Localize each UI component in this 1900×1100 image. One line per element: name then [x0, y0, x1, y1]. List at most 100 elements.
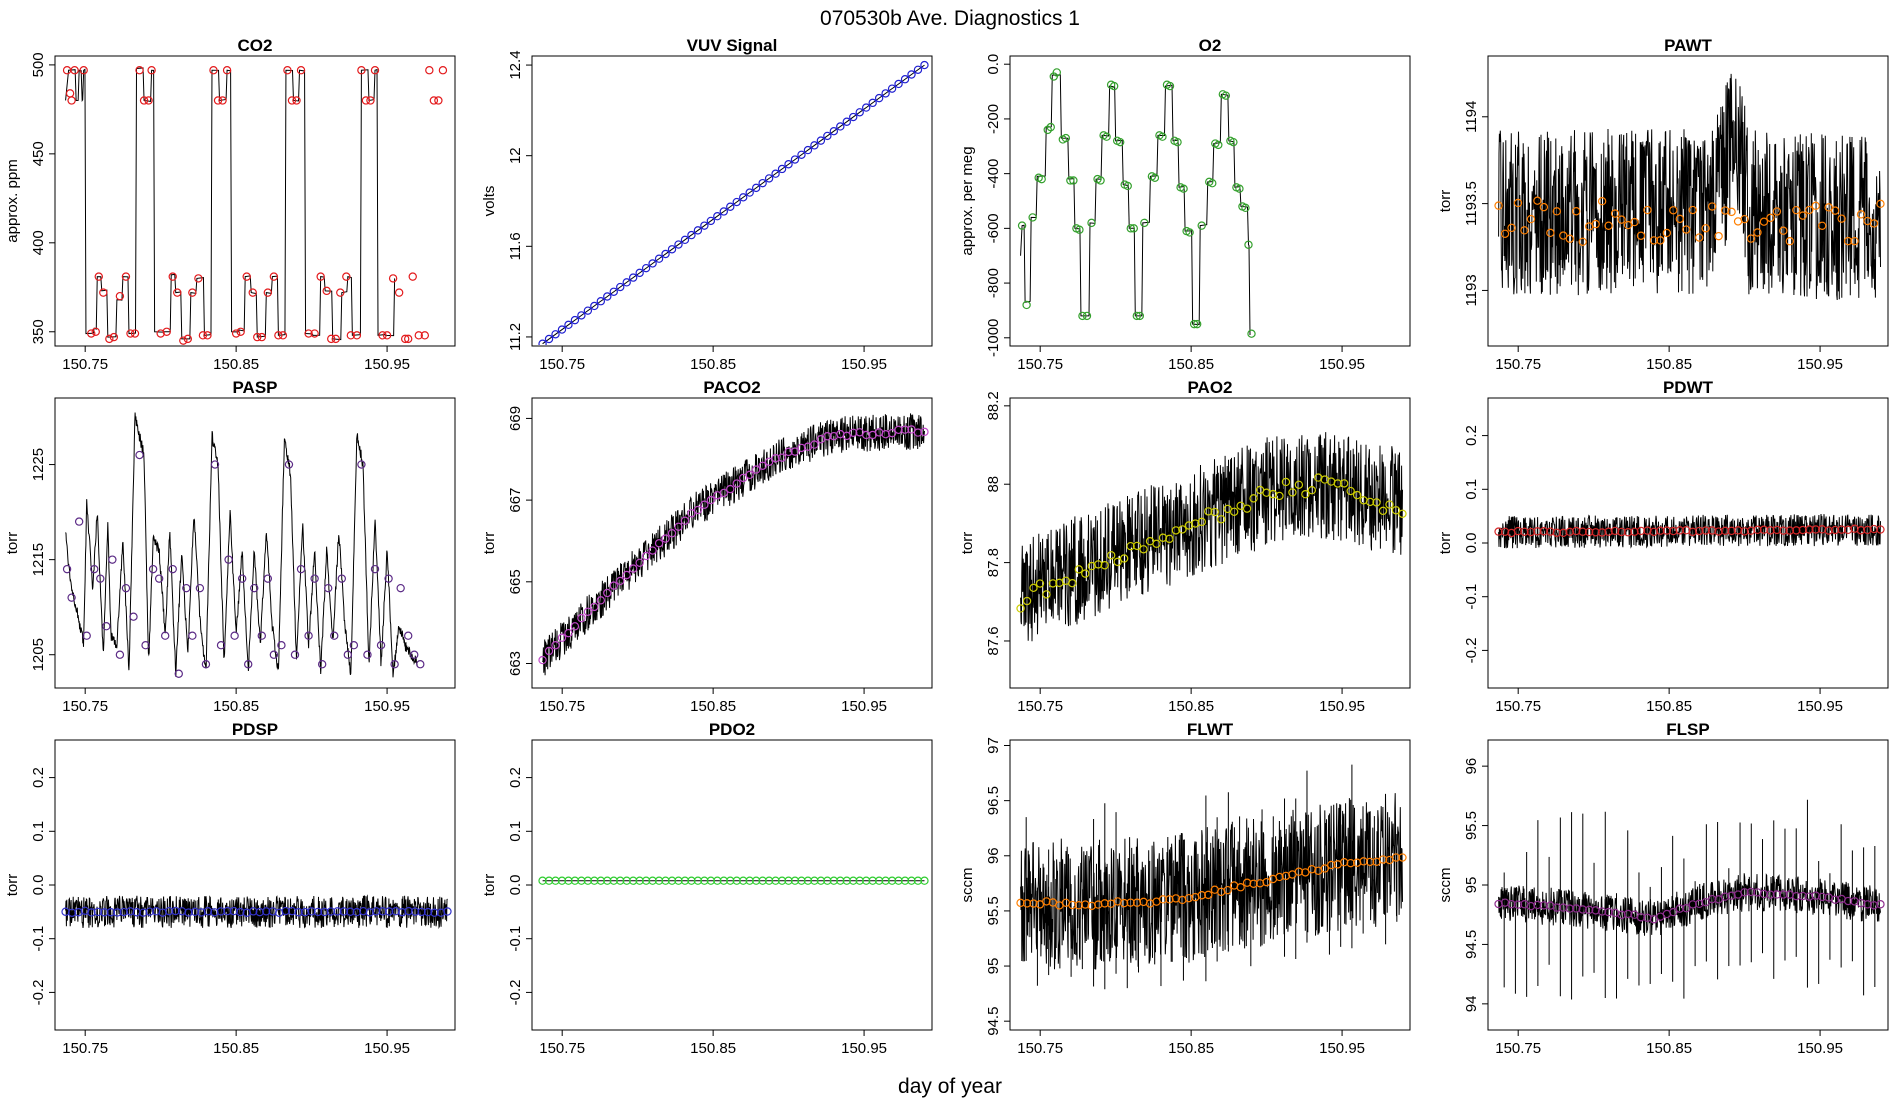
average-point: [583, 607, 593, 617]
plot-frame: [54, 55, 456, 347]
average-point: [616, 576, 625, 586]
average-point: [810, 141, 819, 150]
y-tick-label: 0.2: [1463, 425, 1480, 446]
y-tick-label: 95: [985, 958, 1002, 975]
average-point: [790, 155, 800, 164]
average-point: [1559, 231, 1568, 240]
y-tick-label: 0.1: [1463, 479, 1480, 500]
y-tick-label: 669: [507, 406, 524, 431]
average-point: [94, 272, 103, 281]
average-point: [648, 876, 657, 885]
average-point: [244, 660, 253, 669]
average-point: [1675, 904, 1685, 913]
x-tick-label: 150.95: [364, 356, 410, 373]
x-tick-label: 150.95: [841, 1040, 887, 1057]
y-tick-label: -0.2: [507, 979, 524, 1005]
average-point: [156, 329, 165, 338]
average-point: [126, 329, 135, 338]
average-point: [1559, 903, 1568, 912]
average-point: [1682, 903, 1691, 913]
y-axis-label: sccm: [959, 868, 976, 903]
average-point: [790, 447, 800, 456]
average-point: [803, 145, 813, 155]
average-point: [346, 907, 355, 916]
average-point: [1539, 901, 1549, 910]
x-tick-label: 150.75: [1017, 1040, 1063, 1057]
plot-frame: [54, 397, 456, 689]
average-point: [384, 907, 394, 916]
average-point: [1100, 899, 1109, 908]
average-point: [1217, 515, 1226, 524]
average-point: [1391, 853, 1401, 862]
series-line: [542, 413, 925, 676]
average-point: [538, 339, 547, 345]
average-point: [1242, 504, 1252, 513]
average-point: [1391, 506, 1401, 515]
average-point: [1805, 525, 1814, 534]
panel-paco2: PACO2 torr 150.75 150.85 150.95 663 665 667 669: [481, 378, 933, 715]
average-point: [1792, 205, 1801, 215]
average-point: [829, 876, 839, 885]
average-point: [609, 876, 618, 885]
average-point: [404, 334, 413, 344]
average-point: [823, 131, 832, 141]
average-point: [147, 66, 156, 75]
average-point: [139, 96, 149, 105]
average-point: [99, 288, 108, 297]
average-point: [1208, 179, 1217, 188]
average-point: [126, 907, 135, 916]
average-point: [706, 876, 716, 885]
plot-frame: [531, 397, 933, 689]
average-point: [784, 876, 793, 885]
average-point: [1132, 898, 1142, 907]
plot-frame: [531, 739, 933, 1031]
average-point: [1604, 907, 1613, 917]
average-point: [758, 178, 767, 188]
average-point: [849, 428, 858, 438]
average-point: [67, 593, 76, 602]
x-tick-label: 150.95: [1797, 698, 1843, 715]
average-point: [384, 574, 393, 583]
average-point: [1242, 878, 1252, 887]
average-point: [366, 96, 375, 105]
average-point: [1546, 228, 1555, 238]
y-tick-label: 663: [507, 651, 524, 676]
x-tick-label: 150.75: [1495, 1040, 1541, 1057]
average-point: [577, 613, 586, 623]
average-point: [349, 641, 359, 650]
average-point: [706, 216, 716, 226]
y-tick-label: -0.1: [30, 926, 47, 952]
average-point: [1824, 203, 1833, 212]
average-point: [1126, 898, 1135, 907]
y-tick-label: 95: [1463, 877, 1480, 894]
average-point: [1507, 223, 1516, 233]
average-point: [1526, 214, 1536, 224]
average-point: [337, 574, 346, 583]
panel-title: PDWT: [1663, 378, 1714, 397]
average-point: [583, 876, 593, 885]
average-point: [1241, 203, 1250, 213]
average-point: [417, 907, 426, 917]
plot-frame: [54, 739, 456, 1031]
average-point: [1688, 900, 1697, 909]
average-point: [1150, 173, 1160, 182]
average-point: [1346, 858, 1355, 868]
average-point: [797, 150, 806, 160]
average-point: [628, 273, 638, 282]
average-point: [764, 174, 774, 183]
average-point: [1042, 590, 1051, 599]
average-point: [1109, 81, 1119, 91]
average-point: [1869, 901, 1879, 910]
average-point: [1636, 526, 1646, 536]
average-point: [1746, 526, 1756, 535]
average-point: [1094, 560, 1103, 569]
x-tick-label: 150.95: [364, 698, 410, 715]
average-point: [1695, 526, 1704, 536]
average-point: [93, 907, 103, 917]
average-point: [96, 574, 105, 583]
average-point: [1753, 525, 1762, 535]
panel-grid: CO2 approx. ppm 150.75 150.85 150.95 350 400 45…: [4, 36, 1889, 1057]
average-point: [777, 164, 787, 174]
average-point: [61, 907, 70, 916]
average-point: [745, 876, 754, 885]
